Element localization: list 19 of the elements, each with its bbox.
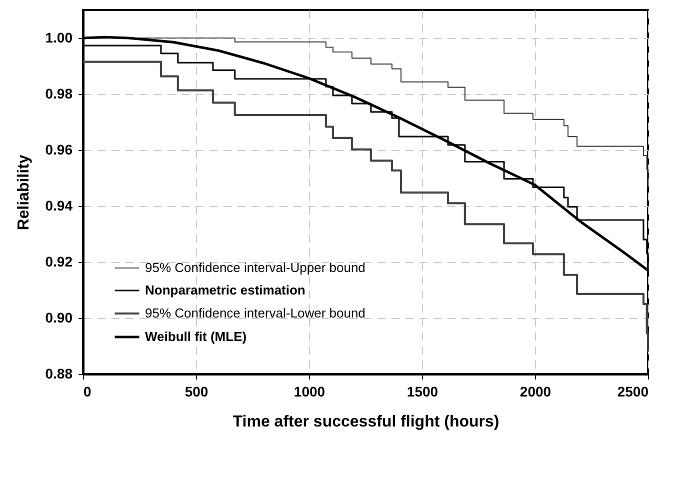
y-tick-label: 0.88 [45, 366, 73, 382]
legend-label: 95% Confidence interval-Lower bound [145, 306, 366, 320]
x-tick-label: 2500 [617, 384, 649, 400]
legend-label: Nonparametric estimation [145, 282, 306, 298]
y-tick-label: 1.00 [45, 30, 73, 46]
x-axis-title: Time after successful flight (hours) [232, 414, 500, 430]
x-tick-label: 1000 [294, 384, 326, 400]
legend-label: Weibull fit (MLE) [145, 329, 247, 344]
x-tick-label: 500 [184, 384, 208, 400]
y-tick-label: 0.90 [45, 310, 73, 326]
x-tick-label: 2000 [520, 384, 552, 400]
y-tick-label: 0.94 [45, 198, 73, 214]
legend-label: 95% Confidence interval-Upper bound [145, 260, 366, 275]
x-tick-label: 0 [84, 384, 92, 400]
y-tick-label: 0.92 [45, 254, 73, 270]
x-tick-label: 1500 [406, 384, 438, 400]
y-tick-label: 0.96 [45, 142, 73, 158]
y-tick-label: 0.98 [45, 86, 73, 102]
y-axis-title: Reliability [15, 154, 32, 230]
